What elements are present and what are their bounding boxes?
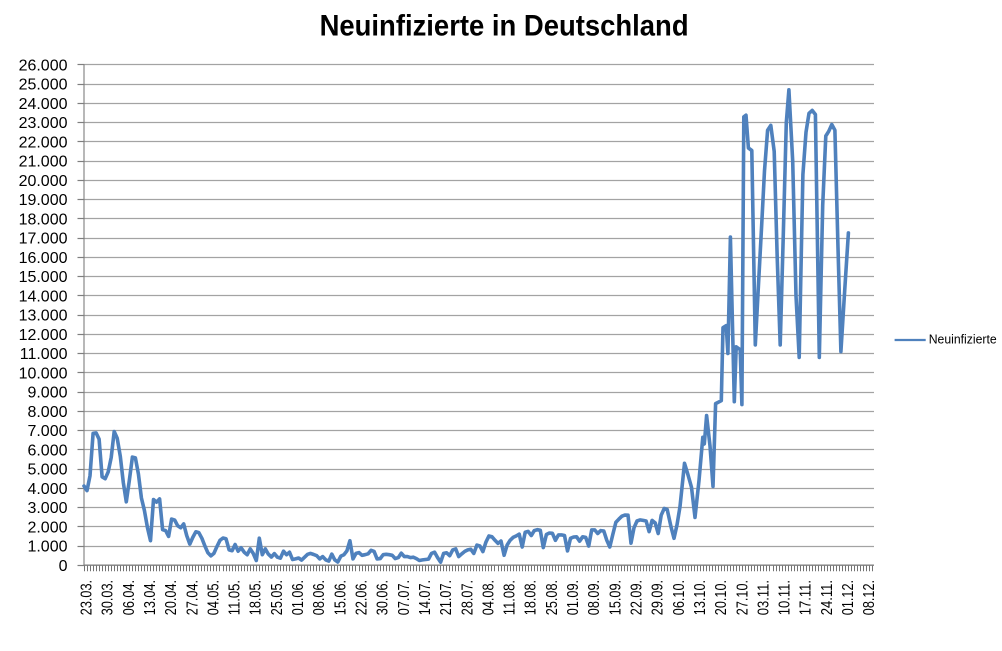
svg-text:21.000: 21.000 (19, 154, 68, 171)
svg-text:18.08.: 18.08. (523, 580, 540, 615)
svg-text:15.06.: 15.06. (332, 580, 349, 615)
svg-text:5.000: 5.000 (27, 462, 67, 479)
svg-text:08.12.: 08.12. (861, 580, 878, 615)
svg-text:25.000: 25.000 (19, 77, 68, 94)
svg-text:20.000: 20.000 (19, 173, 68, 190)
svg-text:19.000: 19.000 (19, 192, 68, 209)
svg-text:08.06.: 08.06. (311, 580, 328, 615)
svg-text:15.000: 15.000 (19, 269, 68, 286)
svg-text:23.000: 23.000 (19, 115, 68, 132)
svg-text:22.09.: 22.09. (629, 580, 646, 615)
svg-text:06.04.: 06.04. (121, 580, 138, 615)
svg-text:28.07.: 28.07. (459, 580, 476, 615)
svg-text:1.000: 1.000 (27, 539, 67, 556)
svg-text:Neuinfizierte in Deutschland: Neuinfizierte in Deutschland (320, 10, 689, 43)
svg-text:24.000: 24.000 (19, 96, 68, 113)
svg-text:12.000: 12.000 (19, 327, 68, 344)
svg-text:14.07.: 14.07. (417, 580, 434, 615)
svg-text:15.09.: 15.09. (607, 580, 624, 615)
svg-text:3.000: 3.000 (27, 500, 67, 517)
svg-text:0: 0 (59, 558, 68, 575)
svg-text:9.000: 9.000 (27, 385, 67, 402)
svg-text:22.06.: 22.06. (354, 580, 371, 615)
svg-text:16.000: 16.000 (19, 250, 68, 267)
svg-text:04.05.: 04.05. (205, 580, 222, 615)
svg-text:6.000: 6.000 (27, 442, 67, 459)
svg-text:30.06.: 30.06. (375, 580, 392, 615)
svg-text:4.000: 4.000 (27, 481, 67, 498)
svg-text:07.07.: 07.07. (396, 580, 413, 615)
svg-text:21.07.: 21.07. (438, 580, 455, 615)
svg-text:04.08.: 04.08. (480, 580, 497, 615)
svg-text:Neuinfizierte: Neuinfizierte (929, 332, 997, 346)
svg-text:01.09.: 01.09. (565, 580, 582, 615)
svg-text:2.000: 2.000 (27, 519, 67, 536)
svg-text:11.000: 11.000 (20, 346, 68, 363)
svg-text:25.05.: 25.05. (269, 580, 286, 615)
svg-text:7.000: 7.000 (27, 423, 67, 440)
svg-text:13.10.: 13.10. (692, 580, 709, 615)
svg-text:30.03.: 30.03. (100, 580, 117, 615)
svg-text:03.11.: 03.11. (755, 580, 772, 615)
svg-text:17.000: 17.000 (19, 231, 68, 248)
svg-text:20.04.: 20.04. (163, 580, 180, 615)
svg-text:13.000: 13.000 (19, 308, 68, 325)
svg-text:20.10.: 20.10. (713, 580, 730, 615)
svg-text:29.09.: 29.09. (650, 580, 667, 615)
svg-text:18.05.: 18.05. (248, 580, 265, 615)
svg-text:08.09.: 08.09. (586, 580, 603, 615)
svg-text:10.11.: 10.11. (777, 580, 794, 615)
svg-text:22.000: 22.000 (19, 134, 68, 151)
svg-text:01.12.: 01.12. (840, 580, 857, 615)
svg-text:06.10.: 06.10. (671, 580, 688, 615)
svg-text:25.08.: 25.08. (544, 580, 561, 615)
svg-text:23.03.: 23.03. (79, 580, 96, 615)
svg-text:18.000: 18.000 (19, 211, 68, 228)
svg-text:27.04.: 27.04. (184, 580, 201, 615)
svg-text:01.06.: 01.06. (290, 580, 307, 615)
svg-text:11.05.: 11.05. (227, 580, 244, 615)
svg-text:11.08.: 11.08. (502, 580, 519, 615)
svg-text:10.000: 10.000 (19, 365, 68, 382)
svg-text:24.11.: 24.11. (819, 580, 836, 615)
svg-text:26.000: 26.000 (19, 57, 68, 74)
svg-text:17.11.: 17.11. (798, 580, 815, 615)
svg-text:8.000: 8.000 (27, 404, 67, 421)
svg-text:14.000: 14.000 (19, 288, 68, 305)
svg-text:27.10.: 27.10. (734, 580, 751, 615)
svg-text:13.04.: 13.04. (142, 580, 159, 615)
